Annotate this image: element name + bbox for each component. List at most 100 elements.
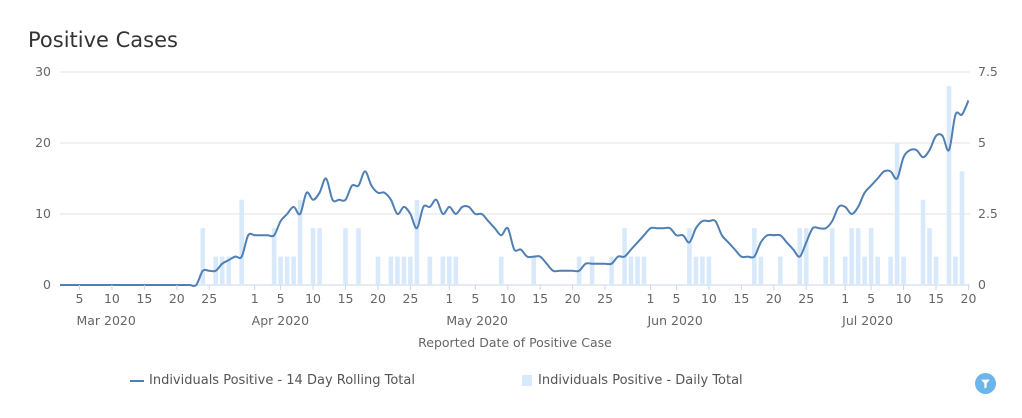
y-left-tick-label: 30 (35, 64, 51, 79)
daily-total-bar[interactable] (803, 228, 809, 285)
x-tick-label: 20 (961, 291, 977, 306)
daily-total-bar[interactable] (498, 256, 504, 285)
daily-total-bar[interactable] (219, 256, 225, 285)
x-tick-label: 10 (305, 291, 321, 306)
x-tick-label: 10 (896, 291, 912, 306)
daily-total-bar[interactable] (706, 256, 712, 285)
daily-total-bar[interactable] (953, 256, 958, 285)
daily-total-bar[interactable] (842, 256, 848, 285)
legend-label-daily-total: Individuals Positive - Daily Total (538, 373, 743, 388)
daily-total-bar[interactable] (531, 256, 537, 285)
daily-total-bar[interactable] (200, 228, 206, 285)
x-tick-label: 15 (928, 291, 944, 306)
rolling-total-line[interactable] (60, 99, 970, 288)
daily-total-bar[interactable] (920, 199, 926, 285)
x-tick-label: 5 (471, 291, 479, 306)
daily-total-bar[interactable] (271, 228, 277, 285)
daily-total-bar[interactable] (829, 228, 835, 285)
daily-total-bar[interactable] (440, 256, 446, 285)
line-legend-icon (130, 379, 144, 382)
x-tick-label: 1 (251, 291, 259, 306)
daily-total-bar[interactable] (395, 256, 400, 285)
daily-total-bar[interactable] (693, 256, 699, 285)
daily-total-bar[interactable] (291, 256, 296, 285)
daily-total-bar[interactable] (356, 228, 361, 285)
x-tick-label: 10 (701, 291, 717, 306)
x-tick-label: 15 (136, 291, 152, 306)
daily-total-bar[interactable] (687, 228, 692, 285)
x-tick-label: 15 (733, 291, 749, 306)
x-tick-label: 20 (565, 291, 581, 306)
filter-icon (981, 379, 990, 389)
x-axis-title: Reported Date of Positive Case (418, 335, 612, 350)
x-month-label: Apr 2020 (252, 313, 309, 328)
daily-total-bar[interactable] (868, 228, 874, 285)
daily-total-bar[interactable] (453, 256, 459, 285)
daily-total-bar[interactable] (310, 228, 316, 285)
daily-total-bar[interactable] (408, 256, 413, 285)
x-tick-label: 20 (370, 291, 386, 306)
x-month-label: Jul 2020 (841, 313, 893, 328)
daily-total-bar[interactable] (758, 256, 764, 285)
daily-total-bar[interactable] (628, 256, 634, 285)
daily-total-bar[interactable] (317, 228, 322, 285)
daily-total-bar[interactable] (635, 256, 640, 285)
x-month-label: Jun 2020 (647, 313, 703, 328)
daily-total-bar[interactable] (901, 256, 906, 285)
x-tick-label: 25 (201, 291, 217, 306)
daily-total-bar[interactable] (609, 256, 614, 285)
x-tick-label: 5 (277, 291, 285, 306)
daily-total-bar[interactable] (862, 256, 867, 285)
legend-item-daily-total[interactable]: Individuals Positive - Daily Total (522, 373, 743, 388)
y-left-tick-label: 20 (35, 135, 51, 150)
x-tick-label: 20 (766, 291, 782, 306)
daily-total-bar[interactable] (278, 256, 283, 285)
daily-total-bar[interactable] (589, 256, 595, 285)
y-right-tick-label: 0 (978, 277, 986, 292)
daily-total-bar[interactable] (849, 228, 854, 285)
daily-total-bar[interactable] (226, 256, 232, 285)
daily-total-bar[interactable] (641, 256, 647, 285)
daily-total-bar[interactable] (343, 228, 348, 285)
x-tick-label: 5 (672, 291, 680, 306)
axes: 0 010 2.520 530 7.55 10 15 20 25 1 5 10 15 20 25 1 5 10 15… (35, 64, 998, 350)
daily-total-bar[interactable] (927, 228, 932, 285)
daily-total-bar[interactable] (447, 256, 452, 285)
daily-total-bar[interactable] (823, 256, 829, 285)
daily-total-bar[interactable] (777, 256, 783, 285)
y-left-tick-label: 10 (35, 206, 51, 221)
x-tick-label: 1 (647, 291, 655, 306)
legend-item-rolling-total[interactable]: Individuals Positive - 14 Day Rolling To… (130, 373, 415, 388)
chart-title: Positive Cases (28, 28, 178, 52)
x-tick-label: 1 (841, 291, 849, 306)
line-series (60, 99, 970, 288)
daily-total-bar[interactable] (427, 256, 433, 285)
daily-total-bar[interactable] (401, 256, 407, 285)
x-tick-label: 25 (798, 291, 814, 306)
x-tick-label: 25 (597, 291, 613, 306)
x-tick-label: 5 (75, 291, 83, 306)
bar-legend-icon (522, 375, 532, 386)
daily-total-bar[interactable] (388, 256, 394, 285)
daily-total-bar[interactable] (888, 256, 893, 285)
y-right-tick-label: 7.5 (978, 64, 998, 79)
x-tick-label: 5 (867, 291, 875, 306)
x-tick-label: 15 (532, 291, 548, 306)
filter-button[interactable] (975, 373, 996, 394)
daily-total-bar[interactable] (297, 199, 303, 285)
daily-total-bar[interactable] (375, 256, 381, 285)
daily-total-bar[interactable] (894, 143, 900, 285)
daily-total-bar[interactable] (875, 256, 880, 285)
x-tick-label: 20 (169, 291, 185, 306)
bar-series (200, 86, 965, 285)
daily-total-bar[interactable] (959, 171, 965, 285)
daily-total-bar[interactable] (284, 256, 290, 285)
daily-total-bar[interactable] (933, 256, 939, 285)
daily-total-bar[interactable] (239, 199, 244, 285)
daily-total-bar[interactable] (946, 86, 952, 285)
x-tick-label: 15 (338, 291, 354, 306)
daily-total-bar[interactable] (700, 256, 705, 285)
daily-total-bar[interactable] (855, 228, 861, 285)
daily-total-bar[interactable] (414, 199, 420, 285)
